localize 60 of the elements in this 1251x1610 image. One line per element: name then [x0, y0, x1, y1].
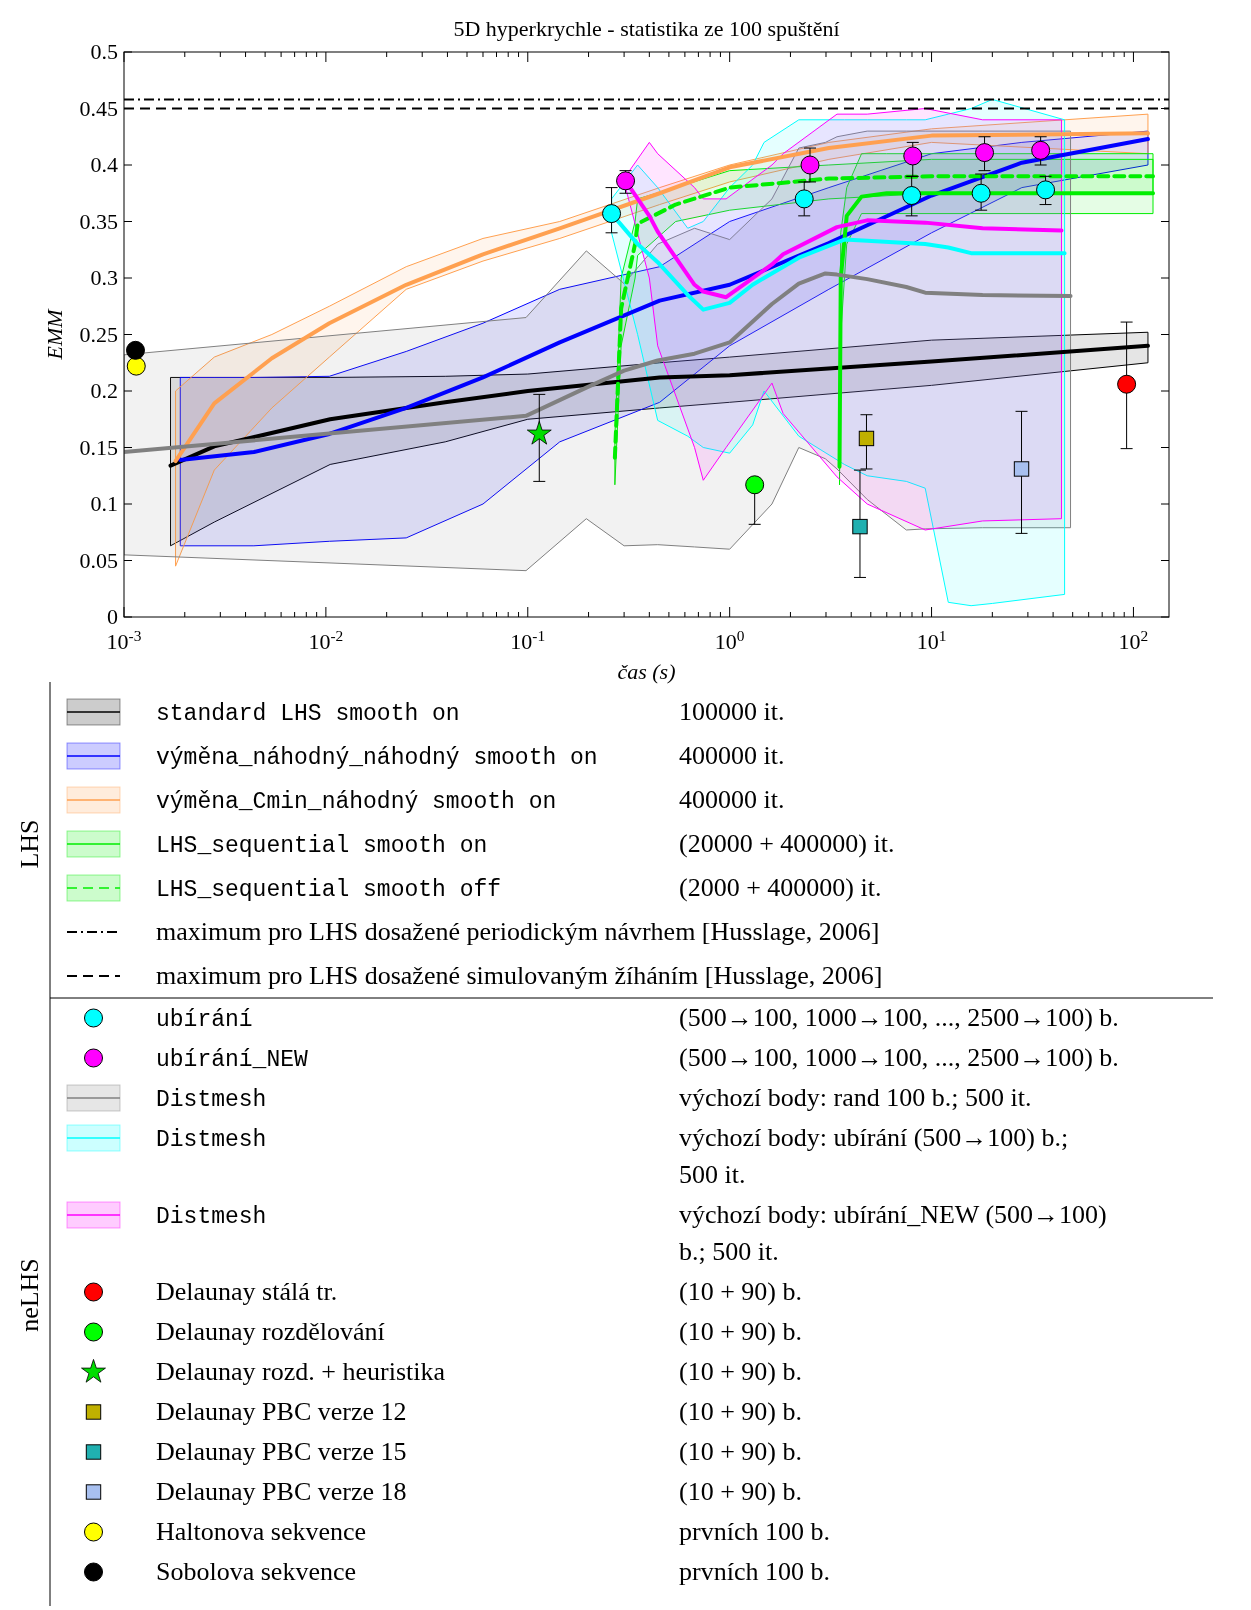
- text: 400000 it.: [679, 741, 785, 770]
- legend-label: Distmesh: [156, 1204, 267, 1230]
- y-tick-label: 0.05: [79, 547, 118, 573]
- y-tick-label: 0.1: [90, 491, 118, 516]
- legend-label: LHS_sequential smooth on: [156, 833, 488, 859]
- y-tick-label: 0: [107, 604, 118, 629]
- text: (10 + 90) b.: [679, 1357, 802, 1386]
- text: (10 + 90) b.: [679, 1277, 802, 1306]
- text: LHS: [15, 819, 44, 869]
- legend-label: maximum pro LHS dosažené periodickým návrhem [Husslage, 2006]: [156, 917, 880, 946]
- text: (500→100, 1000→100, ..., 2500→100) b.: [679, 1003, 1119, 1032]
- text: (20000 + 400000) it.: [679, 829, 895, 858]
- legend-label: Distmesh: [156, 1127, 267, 1153]
- legend-label: Delaunay PBC verze 12: [156, 1397, 407, 1426]
- legend-label: ubírání: [156, 1007, 253, 1033]
- legend-label: Delaunay PBC verze 18: [156, 1477, 407, 1506]
- x-tick-label: 10$^{-1}$: [510, 626, 546, 654]
- text: (10 + 90) b.: [679, 1437, 802, 1466]
- x-tick-label: 10$^{-2}$: [308, 626, 344, 654]
- x-tick-label: 10$^{-3}$: [106, 626, 142, 654]
- text: 400000 it.: [679, 785, 785, 814]
- legend-label: Haltonova sekvence: [156, 1517, 367, 1546]
- legend-label: standard LHS smooth on: [156, 701, 460, 727]
- y-tick-label: 0.45: [79, 95, 118, 121]
- y-tick-label: 0.2: [90, 378, 118, 403]
- text: (10 + 90) b.: [679, 1317, 802, 1346]
- y-tick-label: 0.3: [90, 265, 118, 290]
- y-tick-label: 0.35: [79, 208, 118, 234]
- x-tick-label: 10$^{2}$: [1118, 626, 1149, 654]
- text: neLHS: [15, 1258, 44, 1332]
- x-tick-label: 10$^{1}$: [916, 626, 947, 654]
- y-tick-label: 0.5: [90, 39, 118, 64]
- y-tick-label: 0.25: [79, 321, 118, 347]
- legend-label: Delaunay PBC verze 15: [156, 1437, 407, 1466]
- text: prvních 100 b.: [679, 1517, 830, 1546]
- legend-label: LHS_sequential smooth off: [156, 877, 502, 903]
- legend-label: výměna_Cmin_náhodný smooth on: [156, 789, 557, 815]
- text: prvních 100 b.: [679, 1557, 830, 1586]
- legend-label: maximum pro LHS dosažené simulovaným žíháním [Husslage, 2006]: [156, 961, 883, 990]
- x-tick-label: 10$^{0}$: [714, 626, 745, 654]
- text: výchozí body: rand 100 b.; 500 it.: [679, 1083, 1032, 1112]
- legend-label: Delaunay rozdělování: [156, 1317, 385, 1346]
- y-tick-label: 0.4: [90, 152, 118, 177]
- text: (10 + 90) b.: [679, 1397, 802, 1426]
- legend-label: Delaunay rozd. + heuristika: [156, 1357, 446, 1386]
- legend-label: Delaunay stálá tr.: [156, 1277, 338, 1306]
- text: výchozí body: ubírání (500→100) b.; 500 it.: [679, 1123, 1069, 1189]
- y-axis-title: EMM: [42, 307, 67, 361]
- text: 100000 it.: [679, 697, 785, 726]
- x-axis-title: čas (s): [617, 659, 676, 684]
- text: (10 + 90) b.: [679, 1477, 802, 1506]
- text: výchozí body: ubírání_NEW (500→100) b.; 500 it.: [679, 1200, 1107, 1266]
- y-tick-label: 0.15: [79, 434, 118, 460]
- legend-label: výměna_náhodný_náhodný smooth on: [156, 745, 598, 771]
- legend-label: Distmesh: [156, 1087, 267, 1113]
- text: (2000 + 400000) it.: [679, 873, 882, 902]
- chart-title: 5D hyperkrychle - statistika ze 100 spuštění: [453, 16, 840, 41]
- legend-label: ubírání_NEW: [156, 1047, 309, 1073]
- text: (500→100, 1000→100, ..., 2500→100) b.: [679, 1043, 1119, 1072]
- legend-label: Sobolova sekvence: [156, 1557, 357, 1586]
